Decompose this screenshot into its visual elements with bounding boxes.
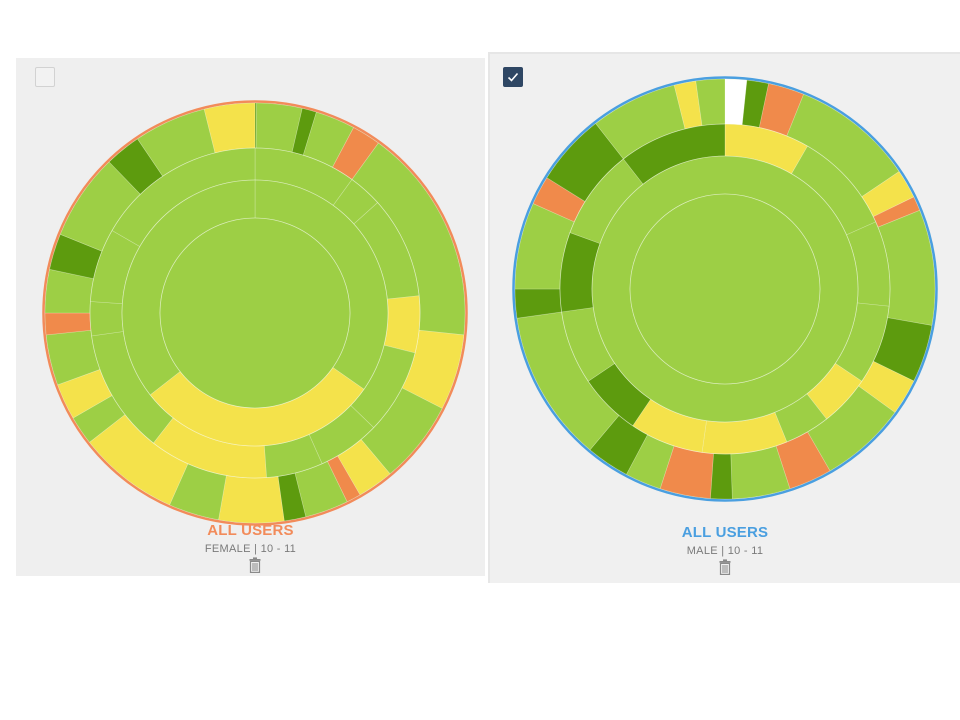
sunburst-chart[interactable] xyxy=(40,98,470,528)
sunburst-ring-divider xyxy=(159,217,351,409)
sunburst-ring-divider xyxy=(121,179,389,447)
sunburst-segment[interactable] xyxy=(629,193,821,385)
card-subtitle: FEMALE | 10 - 11 xyxy=(204,543,297,555)
sunburst-chart[interactable] xyxy=(510,74,940,504)
sunburst-segment[interactable] xyxy=(710,453,733,500)
card-title: ALL USERS xyxy=(681,524,769,541)
sunburst-outline xyxy=(42,100,468,526)
sunburst-ring-divider xyxy=(89,147,421,479)
select-checkbox[interactable] xyxy=(35,67,55,87)
trash-icon[interactable] xyxy=(719,559,731,575)
sunburst-card-male: ALL USERS MALE | 10 - 11 xyxy=(488,52,960,583)
sunburst-outline xyxy=(512,76,938,502)
trash-icon[interactable] xyxy=(249,557,261,573)
sunburst-ring-divider xyxy=(559,123,891,455)
card-title: ALL USERS xyxy=(207,522,294,539)
sunburst-segment[interactable] xyxy=(383,295,421,354)
sunburst-ring-divider xyxy=(591,155,859,423)
sunburst-card-female: ALL USERS FEMALE | 10 - 11 xyxy=(16,58,485,576)
checkmark-icon xyxy=(507,72,519,82)
sunburst-ring-divider xyxy=(629,193,821,385)
select-checkbox[interactable] xyxy=(503,67,523,87)
card-subtitle: MALE | 10 - 11 xyxy=(686,545,764,557)
sunburst-segment[interactable] xyxy=(89,301,124,337)
sunburst-segment[interactable] xyxy=(159,217,351,409)
sunburst-segment[interactable] xyxy=(218,475,285,524)
